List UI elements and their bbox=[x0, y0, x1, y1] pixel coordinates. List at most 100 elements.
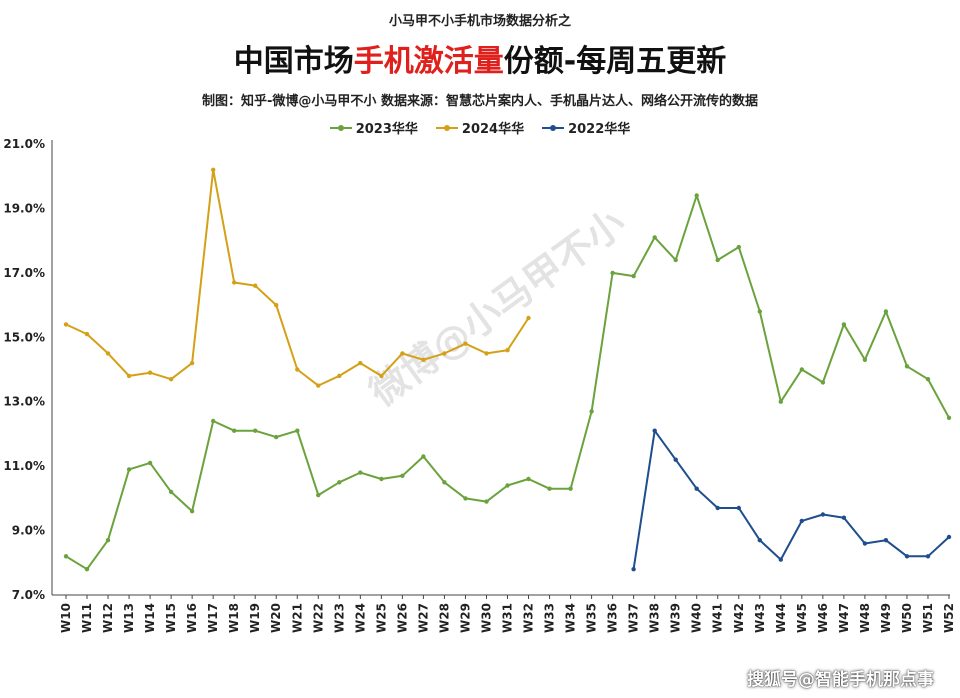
data-point bbox=[379, 373, 384, 379]
data-point bbox=[694, 486, 699, 491]
x-tick-label: W17 bbox=[206, 603, 220, 633]
data-point bbox=[232, 428, 237, 433]
data-point bbox=[799, 518, 804, 524]
data-point bbox=[316, 492, 321, 498]
data-point bbox=[105, 538, 111, 543]
x-tick-label: W13 bbox=[122, 603, 136, 633]
data-point bbox=[505, 348, 510, 353]
data-point bbox=[883, 309, 889, 314]
data-point bbox=[295, 428, 300, 433]
data-point bbox=[799, 367, 804, 372]
x-tick-label: W25 bbox=[374, 603, 388, 633]
x-tick-label: W47 bbox=[837, 603, 851, 633]
data-point bbox=[904, 554, 910, 559]
x-tick-label: W11 bbox=[80, 603, 94, 633]
data-point bbox=[253, 428, 258, 433]
data-point bbox=[358, 360, 363, 366]
x-tick-label: W31 bbox=[501, 603, 515, 633]
x-tick-label: W48 bbox=[858, 603, 872, 633]
top-caption: 小马甲不小手机市场数据分析之 bbox=[388, 14, 571, 29]
data-point bbox=[736, 244, 741, 250]
data-point bbox=[715, 505, 720, 511]
x-tick-label: W51 bbox=[921, 603, 935, 633]
data-point bbox=[820, 380, 826, 385]
data-point bbox=[778, 557, 783, 562]
data-point bbox=[652, 428, 657, 433]
x-tick-label: W18 bbox=[227, 603, 241, 633]
y-tick-label: 21.0% bbox=[3, 137, 45, 151]
data-point bbox=[337, 373, 342, 379]
legend-item-2024: 2024华华 bbox=[435, 118, 525, 137]
legend-swatch-2024 bbox=[435, 124, 458, 131]
data-point bbox=[484, 351, 489, 356]
x-tick-label: W10 bbox=[59, 603, 73, 633]
data-point bbox=[421, 357, 426, 362]
data-point bbox=[126, 467, 132, 472]
data-point bbox=[568, 486, 573, 491]
data-point bbox=[652, 235, 657, 240]
data-point bbox=[316, 383, 321, 388]
x-tick-label: W20 bbox=[269, 603, 283, 633]
data-point bbox=[400, 473, 405, 478]
data-point bbox=[168, 489, 174, 495]
data-point bbox=[946, 415, 952, 420]
data-point bbox=[442, 351, 447, 356]
data-point bbox=[631, 273, 636, 279]
series-line bbox=[65, 194, 950, 571]
x-tick-label: W44 bbox=[774, 603, 788, 633]
x-tick-label: W32 bbox=[522, 603, 536, 633]
x-tick-label: W34 bbox=[564, 603, 578, 633]
data-point bbox=[841, 322, 847, 327]
footer-watermark: 搜狐号@智能手机那点事 bbox=[747, 670, 934, 690]
x-tick-label: W30 bbox=[479, 603, 493, 633]
data-point bbox=[715, 257, 720, 263]
x-tick-label: W15 bbox=[164, 603, 178, 633]
data-point bbox=[925, 554, 931, 559]
data-point bbox=[484, 499, 489, 504]
y-tick-label: 17.0% bbox=[3, 266, 45, 280]
data-point bbox=[337, 480, 342, 485]
x-tick-label: W36 bbox=[606, 603, 620, 633]
legend-item-2023: 2023华华 bbox=[329, 118, 418, 137]
data-point bbox=[147, 460, 153, 466]
data-point bbox=[589, 409, 594, 414]
data-point bbox=[63, 322, 69, 327]
data-point bbox=[126, 373, 132, 379]
data-point bbox=[358, 470, 363, 475]
data-point bbox=[673, 257, 678, 263]
data-point bbox=[274, 302, 279, 308]
legend-label-2024: 2024华华 bbox=[461, 122, 525, 137]
data-point bbox=[84, 331, 90, 337]
credit-line: 制图：知乎-微博@小马甲不小 数据来源：智慧芯片案内人、手机晶片达人、网络公开流… bbox=[202, 94, 758, 109]
x-tick-label: W39 bbox=[669, 603, 683, 633]
x-tick-label: W16 bbox=[185, 603, 199, 633]
x-tick-label: W19 bbox=[248, 603, 262, 633]
series-line bbox=[632, 429, 950, 570]
x-tick-label: W35 bbox=[585, 603, 599, 633]
x-tick-label: W40 bbox=[690, 603, 704, 633]
title-prefix: 中国市场 bbox=[233, 44, 354, 79]
data-point bbox=[84, 567, 90, 572]
data-point bbox=[442, 480, 447, 485]
data-point bbox=[211, 167, 216, 172]
data-point bbox=[547, 486, 552, 491]
data-point bbox=[232, 280, 237, 285]
data-point bbox=[105, 351, 111, 356]
x-tick-label: W46 bbox=[816, 603, 830, 633]
data-point bbox=[841, 515, 847, 520]
x-tick-label: W14 bbox=[143, 603, 157, 633]
title-suffix: 份额-每周五更新 bbox=[503, 44, 727, 79]
x-tick-label: W41 bbox=[711, 603, 725, 633]
y-tick-label: 9.0% bbox=[12, 524, 45, 538]
data-point bbox=[778, 399, 783, 404]
x-tick-label: W26 bbox=[395, 603, 409, 633]
data-point bbox=[925, 377, 931, 382]
data-point bbox=[463, 341, 468, 346]
x-tick-label: W28 bbox=[437, 603, 451, 633]
x-tick-label: W24 bbox=[353, 603, 367, 633]
data-point bbox=[400, 351, 405, 356]
x-tick-label: W22 bbox=[311, 603, 325, 633]
x-tick-label: W12 bbox=[101, 603, 115, 633]
x-tick-label: W21 bbox=[290, 603, 304, 633]
